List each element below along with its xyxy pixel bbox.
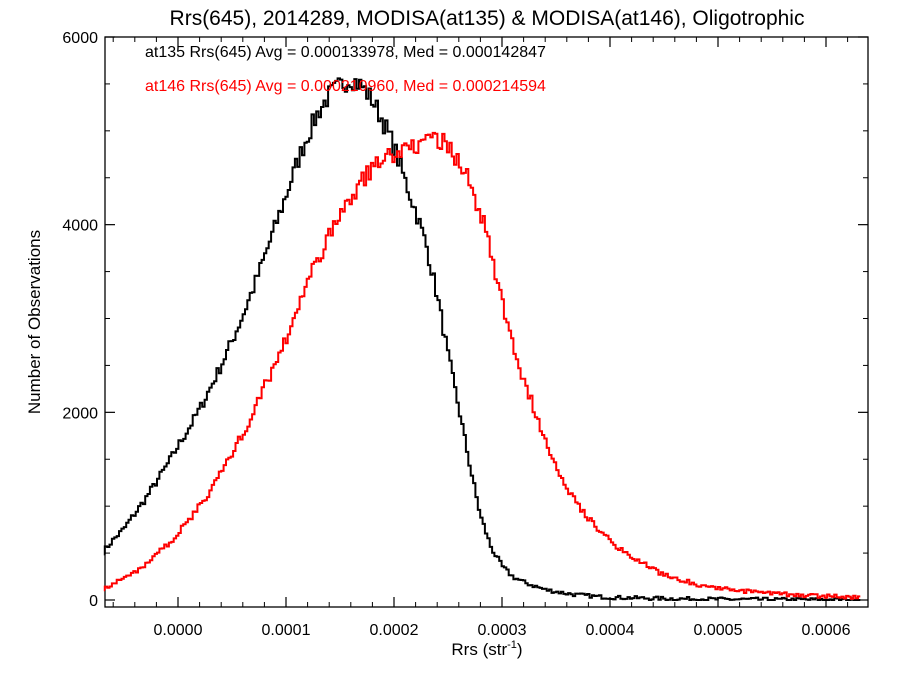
x-tick-label: 0.0002 — [370, 622, 419, 639]
y-axis-label: Number of Observations — [25, 230, 44, 414]
chart-title: Rrs(645), 2014289, MODISA(at135) & MODIS… — [170, 7, 805, 30]
plot-frame — [104, 36, 869, 608]
x-axis-ticks: 0.0000 0.0001 0.0002 0.0003 0.0004 0.0005 0.00… — [112, 37, 851, 639]
series-at135-line — [103, 77, 861, 601]
x-tick-label: 0.0006 — [802, 622, 851, 639]
x-tick-label: 0.0003 — [478, 622, 527, 639]
y-tick-label: 6000 — [62, 30, 98, 47]
histogram-series — [103, 77, 861, 601]
x-tick-label: 0.0004 — [586, 622, 635, 639]
y-tick-label: 0 — [89, 593, 98, 610]
y-axis-ticks: 0 2000 4000 6000 — [62, 30, 868, 610]
x-axis-label: Rrs (str-1) — [451, 639, 522, 659]
x-tick-label: 0.0000 — [154, 622, 203, 639]
x-tick-label: 0.0001 — [262, 622, 311, 639]
annotation-at146: at146 Rrs(645) Avg = 0.000210960, Med = … — [145, 78, 546, 95]
annotation-at135: at135 Rrs(645) Avg = 0.000133978, Med = … — [145, 44, 546, 61]
y-tick-label: 2000 — [62, 405, 98, 422]
y-tick-label: 4000 — [62, 218, 98, 235]
series-at146-line — [103, 131, 861, 600]
x-tick-label: 0.0005 — [694, 622, 743, 639]
